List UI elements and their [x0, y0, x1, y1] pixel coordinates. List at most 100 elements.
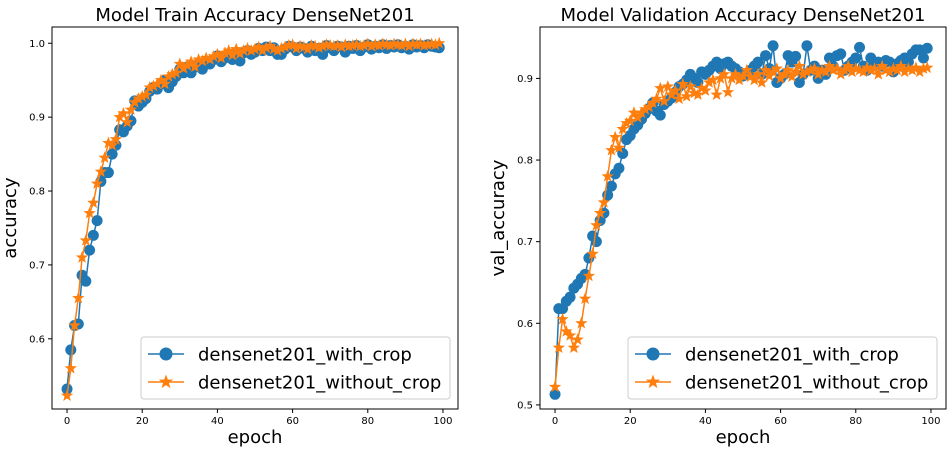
data-point [365, 39, 378, 52]
data-point [578, 292, 592, 305]
data-point [830, 62, 844, 74]
data-point [177, 61, 190, 74]
data-point [410, 38, 423, 50]
data-point [684, 80, 697, 92]
legend-label: densenet201_with_crop [198, 345, 412, 366]
data-point [710, 88, 723, 101]
data-point [286, 38, 299, 50]
data-point [181, 58, 194, 71]
data-point [714, 71, 727, 84]
data-point [158, 77, 171, 90]
x-tick-label: 100 [433, 416, 452, 427]
data-point [804, 63, 817, 76]
x-tick-label: 40 [211, 416, 224, 427]
data-point [860, 61, 874, 74]
data-point [154, 73, 168, 86]
data-point [402, 39, 416, 52]
data-point [718, 67, 731, 80]
data-point [593, 206, 607, 219]
data-point [842, 59, 855, 72]
data-point [921, 61, 934, 74]
data-point [248, 42, 262, 55]
data-point [102, 167, 114, 179]
data-point [290, 41, 303, 54]
data-point [143, 81, 156, 93]
data-point [151, 77, 164, 90]
data-point [605, 143, 618, 156]
data-point [601, 169, 614, 182]
data-point [812, 67, 825, 80]
data-point [650, 92, 663, 105]
data-point [84, 244, 96, 256]
data-point [624, 114, 637, 127]
data-point [361, 37, 374, 50]
data-point [790, 50, 802, 62]
x-tick-label: 80 [849, 416, 862, 427]
data-point [921, 42, 933, 54]
data-point [256, 44, 269, 56]
data-point [800, 65, 814, 78]
x-tick-label: 40 [699, 416, 712, 427]
legend-label: densenet201_with_crop [685, 345, 899, 366]
data-point [766, 65, 780, 78]
data-point [64, 361, 77, 374]
data-point [890, 63, 904, 76]
data-point [327, 39, 341, 52]
data-point [854, 41, 866, 53]
data-point [421, 38, 435, 50]
data-point [586, 247, 599, 260]
y-tick-label: 0.9 [517, 74, 533, 85]
chart-title: Model Validation Accuracy DenseNet201 [560, 5, 925, 26]
data-point [725, 71, 738, 84]
data-point [864, 63, 877, 76]
data-point [414, 37, 427, 50]
chart-title: Model Train Accuracy DenseNet201 [95, 5, 414, 26]
legend-label: densenet201_without_crop [198, 373, 441, 394]
data-point [740, 63, 753, 76]
data-point [548, 380, 562, 393]
series-markers-densenet201-without-crop [60, 36, 446, 401]
data-point [549, 388, 561, 400]
data-point [271, 44, 284, 56]
data-point [196, 54, 209, 67]
x-tick-label: 0 [552, 416, 558, 427]
legend: densenet201_with_crop densenet201_without… [627, 336, 938, 400]
legend: densenet201_with_crop densenet201_without… [140, 336, 451, 400]
data-point [429, 38, 442, 50]
data-point [778, 67, 791, 80]
data-point [857, 65, 870, 78]
data-point [872, 67, 885, 80]
data-point [883, 65, 896, 78]
legend-marker [159, 347, 173, 361]
data-point [823, 59, 836, 72]
data-point [136, 89, 149, 102]
data-point [297, 40, 311, 53]
data-point [729, 67, 742, 80]
data-point [905, 63, 919, 76]
data-point [759, 63, 772, 76]
data-point [567, 341, 581, 354]
data-point [590, 236, 602, 248]
data-point [767, 40, 779, 52]
data-point [301, 42, 314, 55]
data-point [267, 42, 280, 55]
data-point [875, 59, 889, 72]
data-point [808, 62, 821, 74]
data-point [395, 38, 408, 51]
data-point [917, 52, 929, 64]
data-point [706, 73, 720, 86]
data-point [169, 66, 183, 79]
data-point [199, 51, 213, 64]
data-point [233, 47, 247, 59]
data-point [887, 62, 900, 74]
data-point [102, 136, 115, 149]
data-point [763, 69, 776, 82]
data-point [346, 38, 359, 51]
data-point [354, 39, 367, 52]
data-point [312, 41, 326, 53]
y-tick-label: 0.6 [517, 319, 533, 330]
data-point [335, 40, 348, 53]
data-point [275, 41, 288, 54]
data-point [609, 130, 622, 143]
y-tick-label: 0.7 [29, 260, 45, 271]
